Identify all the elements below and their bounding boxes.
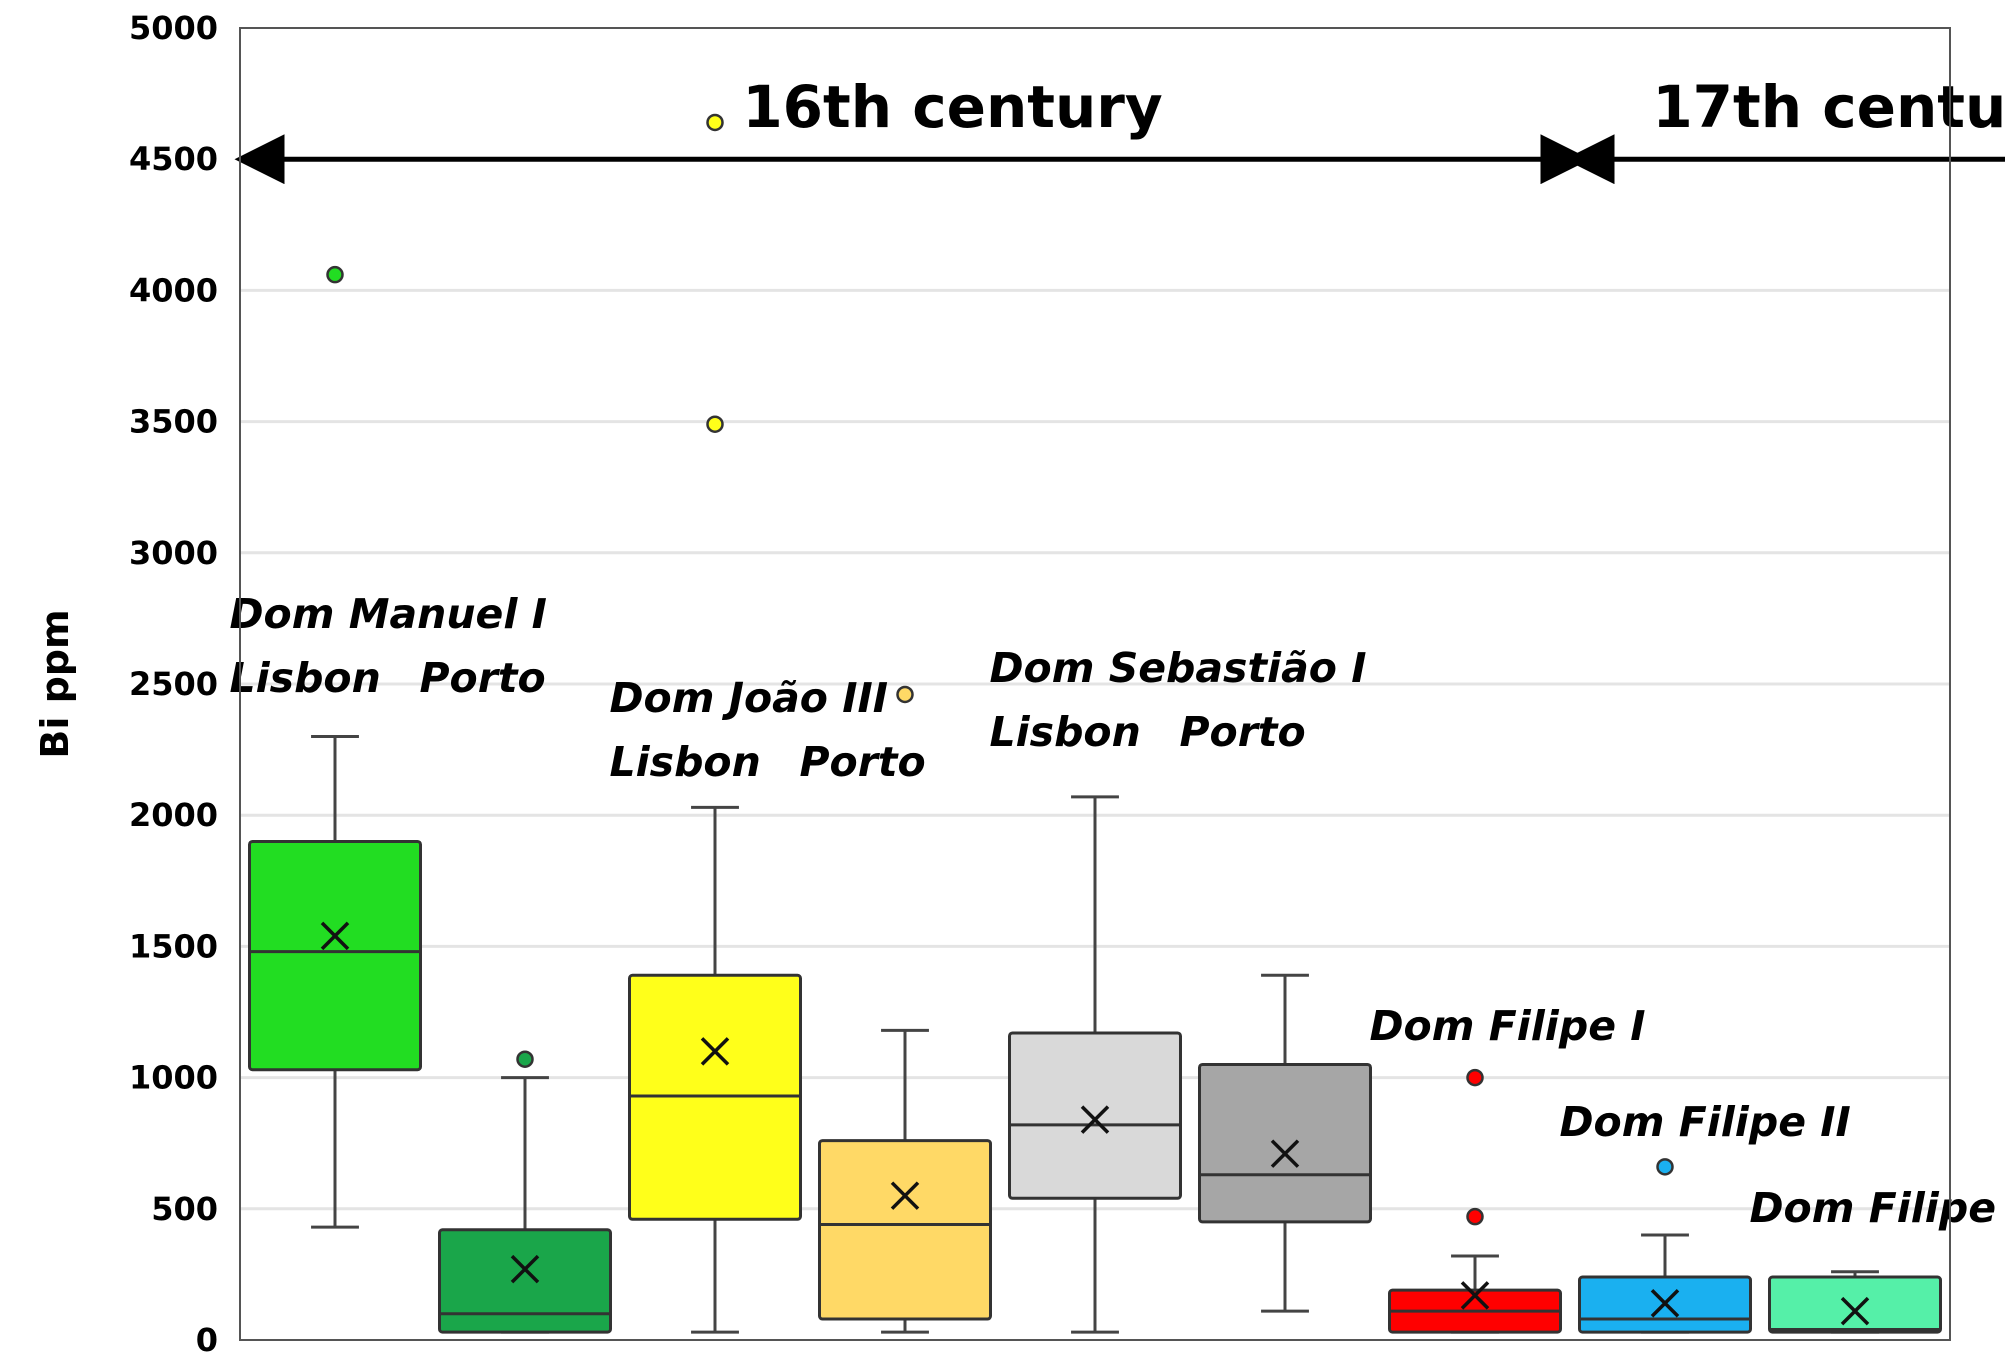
box-1-outlier-0	[516, 1050, 534, 1068]
y-tick-label-2000: 2000	[129, 796, 218, 834]
box-2	[628, 113, 802, 1334]
box-0-mean-marker	[320, 921, 350, 951]
box-3-mean-x-b	[890, 1181, 920, 1210]
period-1-label: 17th century	[1652, 73, 2005, 141]
y-tick-label-1000: 1000	[129, 1059, 218, 1097]
y-tick-label-3000: 3000	[129, 534, 218, 572]
box-2-outlier-1	[706, 113, 724, 132]
box-6-mean-marker	[1460, 1281, 1490, 1310]
y-tick-label-4000: 4000	[129, 271, 218, 309]
box-1-iqr-rect	[438, 1228, 612, 1334]
group-label-8: Porto	[1180, 708, 1306, 756]
box-6-mean-x-b	[1460, 1281, 1490, 1310]
box-6-outlier-1	[1466, 1068, 1484, 1087]
box-0-iqr-rect	[248, 839, 422, 1072]
y-tick-label-2500: 2500	[129, 665, 218, 703]
box-5-mean-marker	[1270, 1139, 1300, 1168]
period-0: 16th century	[234, 73, 1591, 185]
box-0-outlier-0	[326, 265, 344, 284]
box-8-mean-marker	[1840, 1296, 1870, 1326]
y-tick-label-3500: 3500	[129, 403, 218, 441]
box-3-iqr-rect	[818, 1139, 992, 1321]
group-labels: Dom Manuel I Lisbon Porto Dom João III Lisbo…	[230, 590, 2005, 1232]
box-1-mean-x-b	[510, 1254, 540, 1284]
boxes	[248, 113, 1942, 1334]
box-6	[1388, 1068, 1562, 1334]
box-5-mean-x-b	[1270, 1139, 1300, 1168]
box-0-mean-x-b	[320, 921, 350, 951]
box-3-outlier-0	[896, 685, 914, 704]
period-1: 17th century	[1564, 73, 2005, 185]
y-tick-label-4500: 4500	[129, 140, 218, 178]
y-tick-label-5000: 5000	[129, 9, 218, 47]
box-0	[248, 265, 422, 1229]
box-7-mean-x-b	[1650, 1289, 1680, 1318]
box-5-iqr-rect	[1198, 1062, 1372, 1224]
y-tick-label-0: 0	[196, 1321, 218, 1359]
group-label-1: Lisbon	[230, 654, 381, 702]
box-8	[1768, 1270, 1942, 1334]
group-label-3: Dom João III	[610, 674, 889, 722]
period-0-label: 16th century	[742, 73, 1162, 141]
box-2-mean-x-b	[700, 1037, 730, 1066]
group-label-11: Dom Filipe III	[1750, 1184, 2005, 1232]
period-arrows: 16th century 17th century	[234, 73, 2005, 185]
group-label-4: Lisbon	[610, 738, 761, 786]
y-tick-label-1500: 1500	[129, 927, 218, 965]
y-tick-label-500: 500	[151, 1190, 218, 1228]
group-label-5: Porto	[800, 738, 926, 786]
group-label-7: Lisbon	[990, 708, 1141, 756]
box-1	[438, 1050, 612, 1334]
box-4	[1008, 795, 1182, 1334]
y-axis-ticks: 0 500 1000 1500 2000 2500 3000 3500 4000 4500 5000	[129, 9, 218, 1359]
group-label-9: Dom Filipe I	[1370, 1002, 1646, 1050]
box-2-mean-marker	[700, 1037, 730, 1066]
box-4-mean-marker	[1080, 1105, 1110, 1134]
box-8-iqr-rect	[1768, 1275, 1942, 1334]
box-5	[1198, 973, 1372, 1313]
group-label-2: Porto	[420, 654, 546, 702]
y-axis-label: Bi ppm	[33, 609, 77, 758]
box-2-outlier-0	[706, 415, 724, 433]
box-4-mean-x-b	[1080, 1105, 1110, 1134]
box-4-iqr-rect	[1008, 1031, 1182, 1200]
plot-frame	[239, 27, 1951, 1341]
group-label-6: Dom Sebastião I	[990, 644, 1367, 692]
box-7-outlier-0	[1656, 1158, 1674, 1176]
box-3	[818, 685, 992, 1334]
box-6-outlier-0	[1466, 1207, 1484, 1226]
group-label-0: Dom Manuel I	[230, 590, 547, 638]
group-label-10: Dom Filipe II	[1560, 1098, 1851, 1146]
box-3-mean-marker	[890, 1181, 920, 1210]
box-7-mean-marker	[1650, 1289, 1680, 1318]
box-7	[1578, 1158, 1752, 1334]
box-8-mean-x-b	[1840, 1296, 1870, 1326]
box-1-mean-marker	[510, 1254, 540, 1284]
